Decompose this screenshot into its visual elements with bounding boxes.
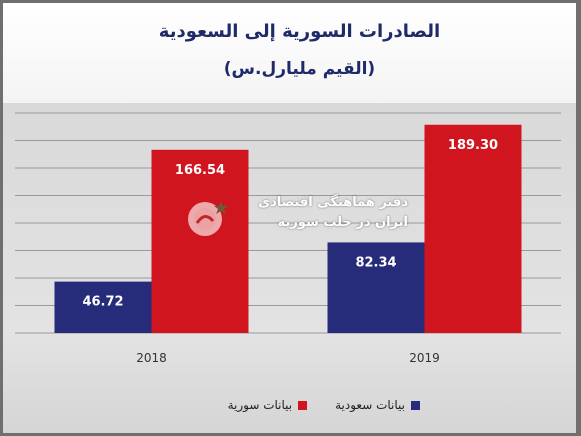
bar-syria-2018 [151, 149, 249, 333]
watermark: دفتر هماهنگی اقتصادی ایران در حلب سوریه [183, 191, 408, 251]
chart-subtitle: (القيم مليارل.س) [223, 59, 376, 79]
legend-swatch-syria [298, 400, 308, 410]
legend: بيانات سعودية بيانات سورية [180, 391, 420, 419]
legend-swatch-saudi [411, 400, 420, 410]
bar-labels: 46.72 166.54 82.34 189.30 [82, 138, 498, 310]
watermark-line-1: دفتر هماهنگی اقتصادی [258, 195, 408, 210]
bar-label-saudi-2018: 46.72 [82, 295, 123, 310]
watermark-line-2: ایران در حلب سوریه [277, 215, 408, 230]
legend-label-syria: بيانات سورية [227, 398, 293, 412]
chart-card: الصادرات السورية إلى السعودية (القيم ملي… [3, 3, 576, 433]
watermark-text: دفتر هماهنگی اقتصادی ایران در حلب سوریه [238, 193, 408, 233]
bar-label-syria-2019: 189.30 [448, 138, 498, 153]
chart-header: الصادرات السورية إلى السعودية (القيم ملي… [3, 3, 576, 103]
bar-chart: 46.72 166.54 82.34 189.30 2018 2019 [15, 112, 561, 365]
bar-syria-2019 [424, 124, 522, 334]
x-tick-2018: 2018 [136, 351, 167, 365]
bar-saudi-2019 [327, 242, 425, 333]
x-tick-2019: 2019 [409, 351, 440, 365]
legend-label-saudi: بيانات سعودية [335, 398, 405, 412]
bar-label-syria-2018: 166.54 [175, 163, 225, 178]
bars [54, 124, 522, 334]
legend-item-syria: بيانات سورية [228, 398, 308, 412]
x-tick-labels: 2018 2019 [136, 351, 440, 365]
bar-saudi-2018 [54, 281, 152, 333]
bar-label-saudi-2019: 82.34 [355, 255, 396, 270]
watermark-seal-icon [188, 201, 228, 236]
chart-title: الصادرات السورية إلى السعودية [158, 21, 441, 42]
legend-item-saudi: بيانات سعودية [335, 398, 420, 412]
